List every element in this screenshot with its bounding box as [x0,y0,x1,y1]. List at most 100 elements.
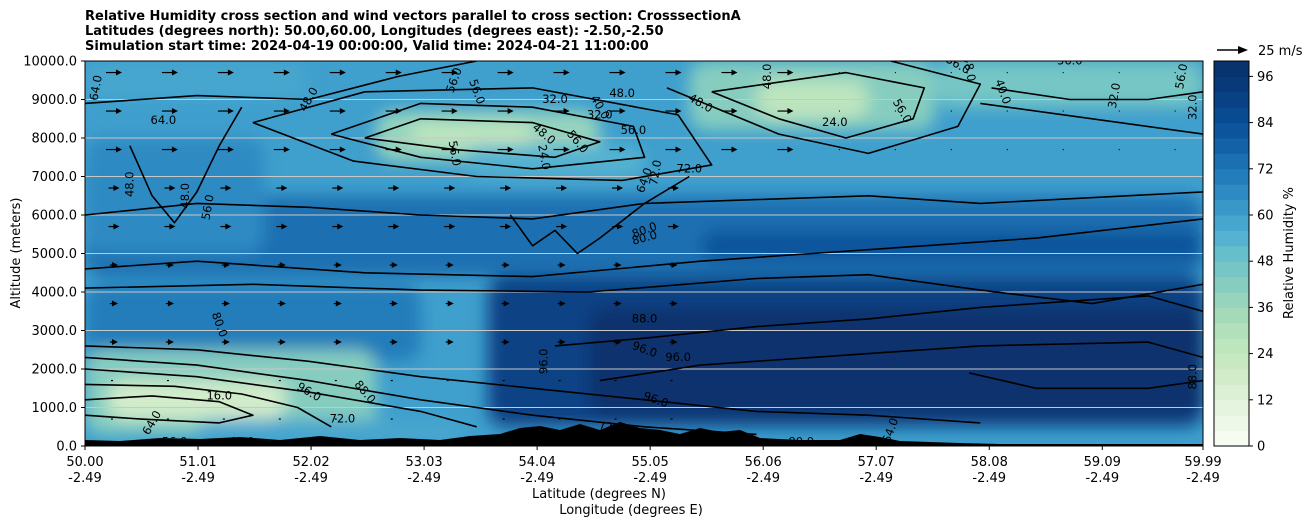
contour-label: 32.0 [1185,94,1199,120]
y-tick-label: 3000.0 [32,324,78,339]
humidity-region [465,145,645,177]
colorbar-swatch [1214,292,1249,308]
x-tick-label-lat: 56.06 [745,455,782,470]
wind-vector-head [561,223,568,230]
plot-area: 64.064.048.0 48.0 56.048.056.0 56.0 32.0 40.0… [85,55,1203,446]
wind-vector-head [279,262,286,269]
wind-vector-head [563,146,570,153]
wind-vector-head [451,146,458,153]
wind-vector-head [559,300,566,307]
wind-vector-head [171,108,178,115]
wind-vector-head [335,339,342,346]
colorbar-swatch [1214,215,1249,231]
wind-vector-head [451,108,458,115]
wind-vector-head [223,339,230,346]
wind-vector-head [283,108,290,115]
title-line-2: Latitudes (degrees north): 50.00,60.00, … [85,24,664,39]
contour-label: 48.0 [122,171,136,197]
colorbar-tick-label: 72 [1257,162,1274,177]
wind-vector-head [115,108,122,115]
colorbar-swatch [1214,122,1249,139]
contour-label: 48.0 [178,183,192,209]
wind-vector-head [335,262,342,269]
contour-label: 48.0 [960,55,978,83]
colorbar-tick-label: 12 [1257,393,1274,408]
x-tick-label-lon: -2.49 [520,471,554,486]
x-axis: 50.00-2.4951.01-2.4952.02-2.4953.03-2.49… [66,446,1222,486]
x-tick-label-lon: -2.49 [181,471,215,486]
contour-label: 64.0 [151,113,177,127]
x-tick-label-lat: 50.00 [66,455,103,470]
contour-label: 56.0 [621,123,647,137]
contour-label: 88.0 [1185,364,1199,390]
colorbar-swatch [1214,168,1249,185]
chart-title: Relative Humidity cross section and wind… [85,9,741,54]
wind-vector-head [227,108,234,115]
y-axis: 0.0 1000.0 2000.0 3000.0 4000.0 5000.0 6000.0 7… [23,55,85,455]
x-tick-label-lon: -2.49 [859,471,893,486]
wind-vector-head [731,69,738,76]
wind-vector-head [507,69,514,76]
wind-vector-head [227,69,234,76]
contour-line [509,175,690,255]
wind-vector-head [559,339,566,346]
wind-vector-head [115,146,122,153]
wind-vector-head [507,108,514,115]
wind-vector-head [787,146,794,153]
x-tick-label-lat: 59.99 [1184,455,1221,470]
wind-vector-head [169,185,176,192]
wind-vector-head [335,300,342,307]
wind-vector-head [395,146,402,153]
wind-vector-head [447,339,454,346]
wind-vector-head [559,262,566,269]
wind-vector-head [339,146,346,153]
x-tick-label-lat: 51.01 [179,455,216,470]
colorbar-swatch [1214,230,1249,247]
wind-vector-head [451,69,458,76]
contour-label: 48.0 [760,64,774,90]
x-tick-label-lat: 58.08 [971,455,1008,470]
y-tick-label: 7000.0 [32,170,78,185]
contour-label: 56.0 [1172,62,1190,90]
colorbar-swatch [1214,384,1249,401]
colorbar-tick-label: 96 [1257,70,1274,85]
colorbar-swatch [1214,153,1249,170]
colorbar-tick-label: 36 [1257,301,1274,316]
wind-vector-head [563,69,570,76]
wind-vector-head [787,69,794,76]
wind-vector-head [449,223,456,230]
wind-vector-head [167,262,174,269]
contour-line [85,395,254,424]
colorbar-frame [1213,60,1250,447]
colorbar-swatch [1214,276,1249,293]
contour-label: 56.0 [446,139,464,167]
x-tick-label-lon: -2.49 [294,471,328,486]
x-tick-label-lon: -2.49 [1186,471,1220,486]
contour-line [85,218,1203,278]
colorbar-swatch [1214,245,1249,262]
wind-vector-head [169,223,176,230]
wind-vector-head [279,339,286,346]
wind-vector-head [283,146,290,153]
wind-vector-head [171,69,178,76]
wind-vector-head [503,300,510,307]
contour-label: 80.0 [630,228,658,248]
colorbar-swatch [1214,399,1249,416]
colorbar-swatch [1214,184,1249,201]
wind-vector-head [447,300,454,307]
wind-vector-head [167,339,174,346]
colorbar-swatch [1214,107,1249,124]
wind-vector-head [391,262,398,269]
colorbar-swatch [1214,322,1249,339]
wind-vector-head [507,146,514,153]
wind-vector-head [503,262,510,269]
wind-vector-head [671,339,678,346]
wind-vector-head [619,108,626,115]
contour-label: 96.0 [665,350,691,364]
wind-vector-head [391,339,398,346]
wind-key-label: 25 m/s [1258,44,1303,59]
contour-line [968,372,1203,390]
wind-vector-head [225,223,232,230]
colorbar-swatch [1214,199,1249,216]
colorbar-swatch [1214,261,1249,278]
